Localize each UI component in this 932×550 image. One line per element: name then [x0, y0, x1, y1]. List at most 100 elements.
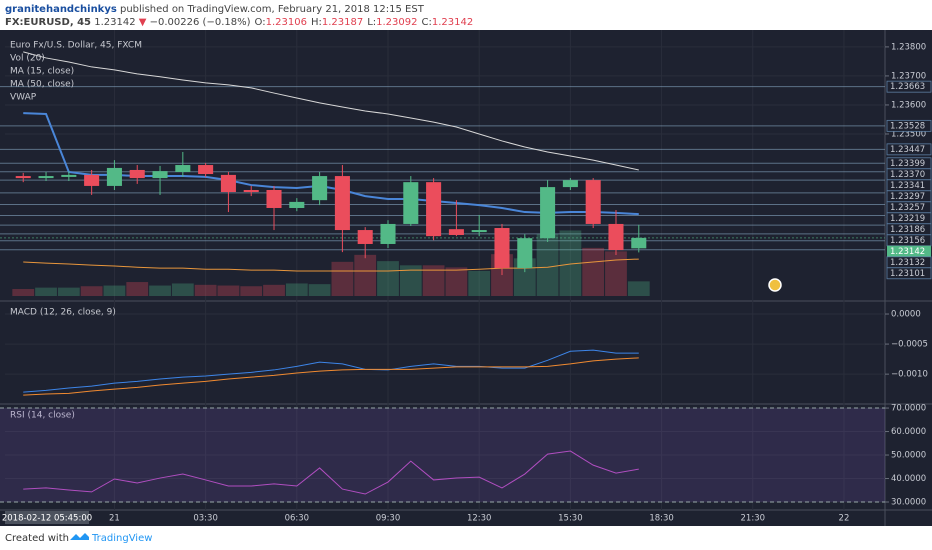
volume-bar [263, 284, 285, 296]
x-tick-label: 21 [109, 514, 120, 524]
level-label: 1.23663 [890, 82, 925, 92]
volume-bar [377, 261, 399, 296]
candle-body [312, 176, 328, 201]
y-tick-label: 50.0000 [891, 451, 926, 461]
legend-entry: VWAP [10, 93, 37, 103]
indicator-line [23, 112, 639, 216]
candle-body [129, 169, 145, 179]
level-label: 1.23297 [890, 192, 925, 202]
volume-bar [103, 285, 126, 296]
candle-body [448, 229, 464, 235]
ohlc-value: 1.23106 [266, 17, 307, 28]
candle-body [494, 228, 510, 269]
price: 1.23142 [94, 17, 135, 28]
arrow: ▼ [139, 17, 147, 28]
current-price-label: 1.23142 [890, 247, 925, 257]
volume-bar [445, 267, 468, 296]
level-box [886, 143, 932, 156]
candle-body [585, 180, 601, 224]
legend-entry: Vol (20) [10, 54, 45, 64]
level-label: 1.23101 [890, 269, 925, 279]
ohlc: O:1.23106 H:1.23187 L:1.23092 C:1.23142 [255, 17, 474, 28]
level-label: 1.23447 [890, 145, 925, 155]
ohlc-label: C: [422, 17, 432, 28]
chart-bg [0, 30, 932, 526]
volume-bar [35, 287, 57, 296]
published: published on TradingView.com, February 2… [120, 4, 425, 15]
legend-entry: MA (50, close) [10, 80, 74, 90]
level-label: 1.23341 [890, 181, 925, 191]
level-label: 1.23399 [890, 159, 925, 169]
volume-bar [399, 265, 422, 296]
candle-body [84, 174, 100, 186]
volume-bar [331, 261, 354, 296]
volume-bar [536, 233, 559, 296]
x-tick-label: 06:30 [285, 514, 310, 524]
x-tick-label: 03:30 [193, 514, 218, 524]
volume-bar [194, 284, 217, 296]
volume-bar [57, 287, 80, 296]
level-label: 1.23257 [890, 203, 925, 213]
candle-body [631, 237, 647, 249]
indicator-line [23, 258, 639, 272]
volume-bar [582, 247, 605, 296]
candle-body [198, 165, 214, 175]
volume-bar [605, 251, 627, 296]
candle-body [61, 174, 77, 177]
volume-bar [468, 270, 491, 296]
y-tick-label: 40.0000 [891, 474, 926, 484]
candle-body [357, 230, 373, 244]
y-tick-label: 1.23500 [891, 129, 926, 139]
y-tick-label: 60.0000 [891, 427, 926, 437]
volume-bar [80, 286, 103, 296]
header-line-2: FX:EURUSD, 45 1.23142 ▼ −0.00226 (−0.18%… [5, 17, 473, 28]
level-box [886, 267, 932, 280]
x-tick-label: 15:30 [558, 514, 583, 524]
event-icon[interactable] [768, 278, 782, 292]
panel-title: RSI (14, close) [10, 411, 75, 421]
crosshair-box [5, 511, 89, 524]
candle-body [266, 189, 282, 208]
symbol: FX:EURUSD, 45 [5, 17, 91, 28]
volume-bar [559, 230, 582, 296]
candle-body [220, 174, 236, 193]
ohlc-value: 1.23142 [432, 17, 473, 28]
volume-bar [354, 254, 377, 296]
header-line-1: granitehandchinkys published on TradingV… [5, 4, 425, 15]
footer-bg [0, 526, 932, 550]
author[interactable]: granitehandchinkys [5, 4, 117, 15]
ohlc-label: O: [255, 17, 266, 28]
candle-body [289, 201, 305, 208]
candle-body [517, 238, 533, 269]
volume-bar [171, 283, 194, 296]
footer-brand[interactable]: TradingView [91, 533, 152, 544]
series-line [23, 450, 639, 495]
x-tick-label: 12:30 [467, 514, 492, 524]
candle-body [562, 180, 578, 188]
candle-body [608, 223, 624, 251]
candle-body [540, 187, 556, 239]
volume-bar [422, 265, 445, 296]
volume-bar [627, 281, 650, 296]
series-line [23, 357, 639, 396]
candle-body [426, 182, 442, 237]
ohlc-label: L: [367, 17, 376, 28]
y-tick-label: 1.23800 [891, 42, 926, 52]
change: −0.00226 (−0.18%) [150, 17, 251, 28]
level-label: 1.23370 [890, 170, 925, 180]
level-label: 1.23528 [890, 121, 925, 131]
volume-bar [149, 285, 171, 296]
rsi-band [0, 408, 885, 503]
x-tick-label: 22 [839, 514, 850, 524]
current-price-box [887, 245, 931, 257]
volume-bar [285, 283, 308, 296]
level-label: 1.23132 [890, 258, 925, 268]
y-tick-label: −0.0005 [891, 340, 928, 350]
ohlc-value: 1.23187 [322, 17, 363, 28]
level-box [886, 119, 932, 132]
level-label: 1.23186 [890, 225, 925, 235]
y-tick-label: 30.0000 [891, 498, 926, 508]
x-tick-label: 21:30 [741, 514, 766, 524]
level-box [886, 80, 932, 93]
